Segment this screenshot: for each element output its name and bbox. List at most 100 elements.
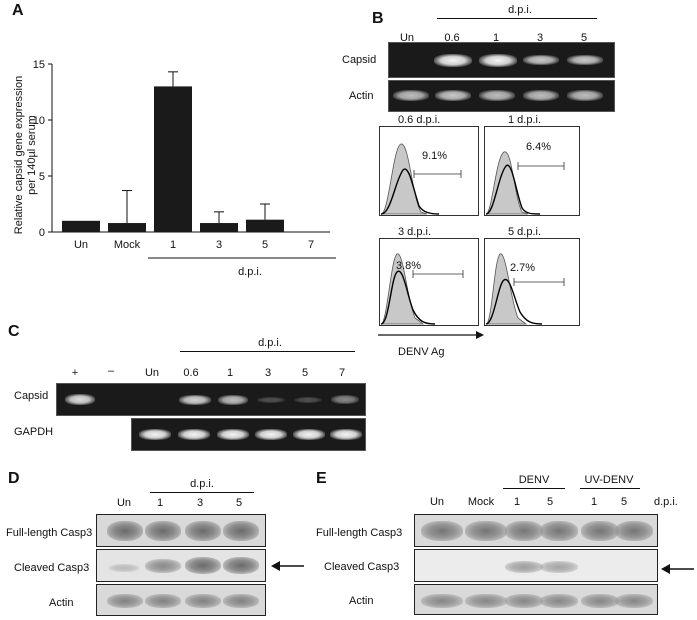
panel-b-row-capsid: Capsid <box>342 54 377 66</box>
denv-ag-arrow <box>378 331 484 339</box>
band <box>465 521 507 541</box>
band <box>257 397 285 403</box>
band <box>185 594 221 608</box>
band <box>523 90 559 101</box>
band <box>393 90 429 101</box>
panel-e-uvdenv-line <box>580 488 640 489</box>
panel-a-label: A <box>12 2 24 19</box>
panel-b-lane-3: 3 <box>536 32 544 44</box>
panel-e-actin-blot <box>414 584 658 615</box>
panel-e-lane-5: 5 <box>546 496 554 508</box>
band <box>217 429 249 440</box>
panel-d-row-cleaved: Cleaved Casp3 <box>14 562 90 574</box>
panel-e-lane-un: Un <box>429 496 445 508</box>
band <box>435 90 471 101</box>
histogram-3-dpi <box>379 238 479 326</box>
panel-e-row-actin: Actin <box>349 595 374 607</box>
x-tick-label: 7 <box>308 239 314 251</box>
band <box>255 429 287 440</box>
panel-c-row-gapdh: GAPDH <box>14 426 54 438</box>
panel-d-arrow <box>271 561 304 571</box>
band <box>479 54 517 67</box>
panel-b-actin-gel <box>388 80 615 112</box>
histo-title: 5 d.p.i. <box>508 226 542 238</box>
panel-e-unit: d.p.i. <box>654 496 678 508</box>
panel-c-lane-1: 1 <box>226 367 234 379</box>
x-tick-label: 1 <box>170 239 176 251</box>
panel-d-lane-1: 1 <box>156 497 164 509</box>
band <box>567 55 603 65</box>
band <box>615 521 653 541</box>
band <box>294 397 322 403</box>
panel-b-label: B <box>372 10 384 27</box>
panel-c-lane-0-6: 0.6 <box>183 367 199 379</box>
band <box>540 594 578 608</box>
band <box>145 521 181 541</box>
panel-d-dpi-label: d.p.i. <box>190 478 214 490</box>
band <box>178 429 210 440</box>
x-tick-label: Un <box>74 239 88 251</box>
panel-e-group-denv: DENV <box>518 474 550 486</box>
band <box>145 559 181 573</box>
panel-a-dpi-label: d.p.i. <box>238 266 262 278</box>
histo-percent: 6.4% <box>526 141 552 153</box>
panel-c-gapdh-gel <box>131 418 366 451</box>
band <box>540 521 578 541</box>
band <box>479 90 515 101</box>
y-tick-label: 15 <box>33 59 45 71</box>
band <box>145 594 181 608</box>
panel-c-label: C <box>8 323 20 340</box>
panel-b-lane-5: 5 <box>580 32 588 44</box>
band <box>109 564 139 572</box>
panel-b-lane-0-6: 0.6 <box>444 32 460 44</box>
y-tick-label: 5 <box>39 171 45 183</box>
band <box>330 429 362 440</box>
x-tick-label: Mock <box>114 239 141 251</box>
band <box>65 394 95 405</box>
panel-c-dpi-line <box>180 351 355 352</box>
band <box>505 594 543 608</box>
band <box>223 557 259 574</box>
panel-b-dpi-line <box>437 18 597 19</box>
histo-title: 1 d.p.i. <box>508 114 542 126</box>
y-tick-label: 0 <box>39 227 45 239</box>
panel-b-row-actin: Actin <box>349 90 374 102</box>
panel-e-lane-mock: Mock <box>467 496 495 508</box>
band <box>139 429 171 440</box>
panel-b-lane-1: 1 <box>492 32 500 44</box>
panel-e-group-uv-denv: UV-DENV <box>584 474 634 486</box>
band <box>505 521 543 541</box>
band <box>540 561 578 573</box>
band <box>505 561 543 573</box>
panel-b-capsid-gel <box>388 42 615 78</box>
panel-d-cleaved-blot <box>96 549 266 582</box>
histogram-1-dpi <box>484 126 580 216</box>
panel-c-lane-3: 3 <box>264 367 272 379</box>
band <box>465 594 507 608</box>
panel-e-full-blot <box>414 514 658 547</box>
panel-e-arrow <box>661 564 694 574</box>
band <box>179 395 211 405</box>
panel-e-lane-1: 1 <box>513 496 521 508</box>
denv-ag-label: DENV Ag <box>398 346 445 358</box>
panel-e-label: E <box>316 470 327 487</box>
histo-percent: 2.7% <box>510 262 536 274</box>
band <box>185 557 221 574</box>
band <box>223 521 259 541</box>
panel-d-row-full: Full-length Casp3 <box>6 527 93 539</box>
band <box>185 521 221 541</box>
band <box>581 594 619 608</box>
histo-percent: 3.8% <box>396 260 422 272</box>
bar <box>154 86 192 233</box>
panel-e-lane-uv-5: 5 <box>620 496 628 508</box>
band <box>223 594 259 608</box>
panel-c-lane-un: Un <box>144 367 160 379</box>
panel-c-row-capsid: Capsid <box>14 390 49 402</box>
panel-e-lane-uv-1: 1 <box>590 496 598 508</box>
panel-e-denv-line <box>503 488 565 489</box>
bar <box>62 220 100 232</box>
histo-title: 3 d.p.i. <box>398 226 432 238</box>
band <box>107 521 143 541</box>
panel-d-row-actin: Actin <box>49 597 74 609</box>
band <box>567 90 603 101</box>
